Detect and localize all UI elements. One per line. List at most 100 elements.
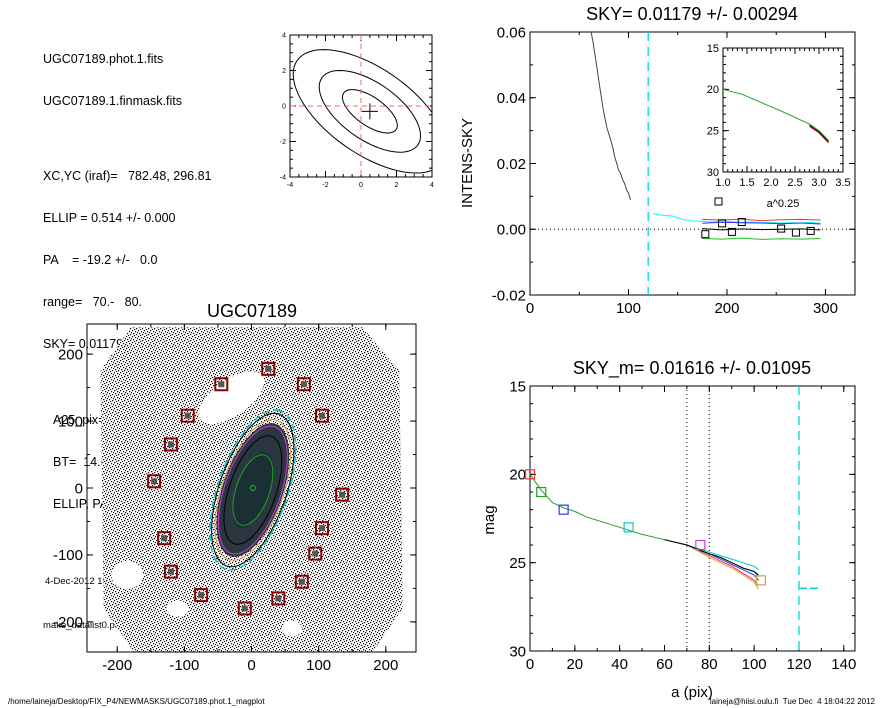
inset-frame-2: [722, 47, 844, 173]
sky-box: [296, 377, 311, 392]
intens-xtick-label: 200: [714, 300, 739, 317]
intens-square-marker: [806, 226, 815, 235]
intens-square-marker: [791, 228, 800, 237]
inset-curve-red: [809, 126, 829, 144]
galaxy-xtick-label: 0: [247, 657, 255, 674]
sky-box: [335, 487, 350, 502]
sky-box-fill: [300, 381, 307, 388]
galaxy-ytick-label: 0: [75, 480, 83, 497]
sky-box: [180, 408, 195, 423]
contour-ytick-label: 4: [282, 32, 286, 39]
intens-xtick-label: 100: [616, 300, 641, 317]
intens-square-marker: [737, 218, 746, 227]
mag-marker: [524, 469, 536, 480]
mag-marker: [623, 522, 634, 533]
inset-ytick-label: 30: [707, 167, 719, 179]
intens-title: SKY= 0.01179 +/- 0.00294: [586, 4, 798, 24]
inset-ytick-label: 20: [707, 84, 719, 96]
sky-box: [237, 601, 252, 616]
contour-ellipse: [318, 69, 422, 153]
intens-sky-series: [702, 221, 821, 225]
inset-curve-green: [722, 88, 829, 141]
contour-ytick-label: -4: [280, 174, 286, 181]
galaxy-xtick-label: 200: [373, 657, 398, 674]
galaxy-center: [249, 485, 256, 491]
sky-box-fill: [339, 491, 346, 498]
sky-box: [294, 574, 309, 589]
mag-series-line: [664, 539, 759, 586]
contour-ellipse: [292, 49, 432, 174]
intens-sky-series: [702, 228, 821, 231]
mag-ytick-label: 20: [509, 467, 526, 484]
inset-ytick-label: 25: [707, 126, 719, 138]
inset-xtick-label: 1.5: [739, 177, 754, 189]
contour-xtick-label: -2: [322, 182, 328, 189]
intens-profile-line: [590, 32, 631, 200]
mask-region: [281, 620, 302, 637]
mag-marker: [536, 486, 547, 498]
sky-box: [147, 474, 162, 489]
sky-box: [214, 377, 229, 392]
galaxy-isophote: [223, 435, 283, 545]
galaxy-xtick-label: 100: [306, 657, 331, 674]
intens-ytick-label: -0.02: [492, 287, 526, 304]
file-name-1: UGC07189.phot.1.fits: [43, 52, 164, 66]
pa-value: PA = -19.2 +/- 0.0: [43, 253, 158, 267]
mag-marker: [558, 504, 569, 515]
sky-box-fill: [167, 568, 174, 575]
sky-box-fill: [198, 592, 205, 599]
ellip-value: ELLIP = 0.514 +/- 0.000: [43, 211, 176, 225]
inset-legend-square: [714, 197, 723, 206]
center-coords: XC,YC (iraf)= 782.48, 296.81: [43, 169, 212, 183]
sky-box: [315, 408, 329, 423]
mask-region: [166, 600, 189, 617]
mag-xtick-label: 140: [831, 656, 856, 673]
file-name-2: UGC07189.1.finmask.fits: [43, 94, 182, 108]
footer-right: laineja@hiisi.oulu.fi Tue Dec 4 18:04:22…: [709, 697, 875, 706]
inset-xtick-label: 2.5: [787, 177, 802, 189]
intens-xtick-label: 0: [526, 300, 534, 317]
inset-xtick-label: 2.0: [763, 177, 778, 189]
intens-ytick-label: 0.02: [497, 156, 526, 173]
contour-ytick-label: 0: [282, 103, 286, 110]
galaxy-ytick-label: -100: [53, 547, 83, 564]
intens-square-marker: [718, 219, 727, 228]
mag-ytick-label: 25: [509, 555, 526, 572]
sky-box: [157, 531, 172, 546]
sky-box-fill: [184, 412, 191, 419]
intens-ytick-label: 0.00: [497, 222, 526, 239]
galaxy-ytick-label: -200: [53, 614, 83, 631]
intens-xtick-label: 300: [813, 300, 838, 317]
galaxy-isophote: [214, 419, 292, 561]
mag-marker: [755, 575, 766, 586]
sky-box-fill: [265, 365, 272, 372]
mag-xtick-label: 120: [786, 656, 811, 673]
sky-box: [308, 546, 323, 561]
mag-title: SKY_m= 0.01616 +/- 0.01095: [573, 358, 811, 379]
intens-square-marker: [777, 224, 786, 233]
mag-marker: [695, 539, 706, 551]
sky-box-fill: [319, 525, 325, 532]
sky-box: [163, 437, 178, 452]
intens-ylabel: INTENS-SKY: [459, 118, 476, 208]
sky-box-fill: [275, 595, 282, 602]
galaxy-ytick-label: 200: [58, 346, 83, 363]
contour-xtick-label: 2: [395, 182, 399, 189]
contour-xtick-label: 0: [359, 182, 363, 189]
sky-box: [261, 361, 276, 376]
mag-xtick-label: 20: [566, 656, 583, 673]
sky-box-fill: [312, 550, 319, 557]
mag-series-line: [664, 539, 760, 590]
mag-frame: [529, 385, 856, 652]
footer-left: /home/laineja/Desktop/FIX_P4/NEWMASKS/UG…: [8, 697, 265, 706]
galaxy-xtick-label: -200: [102, 657, 132, 674]
intens-square-marker: [701, 230, 710, 239]
mag-ytick-label: 15: [509, 378, 526, 395]
mag-ylabel: mag: [481, 505, 498, 534]
sky-box: [194, 588, 209, 603]
sky-box-fill: [298, 578, 305, 585]
mag-xtick-label: 60: [656, 656, 673, 673]
contour-xtick-label: 4: [430, 182, 434, 189]
galaxy-isophote: [209, 409, 297, 571]
